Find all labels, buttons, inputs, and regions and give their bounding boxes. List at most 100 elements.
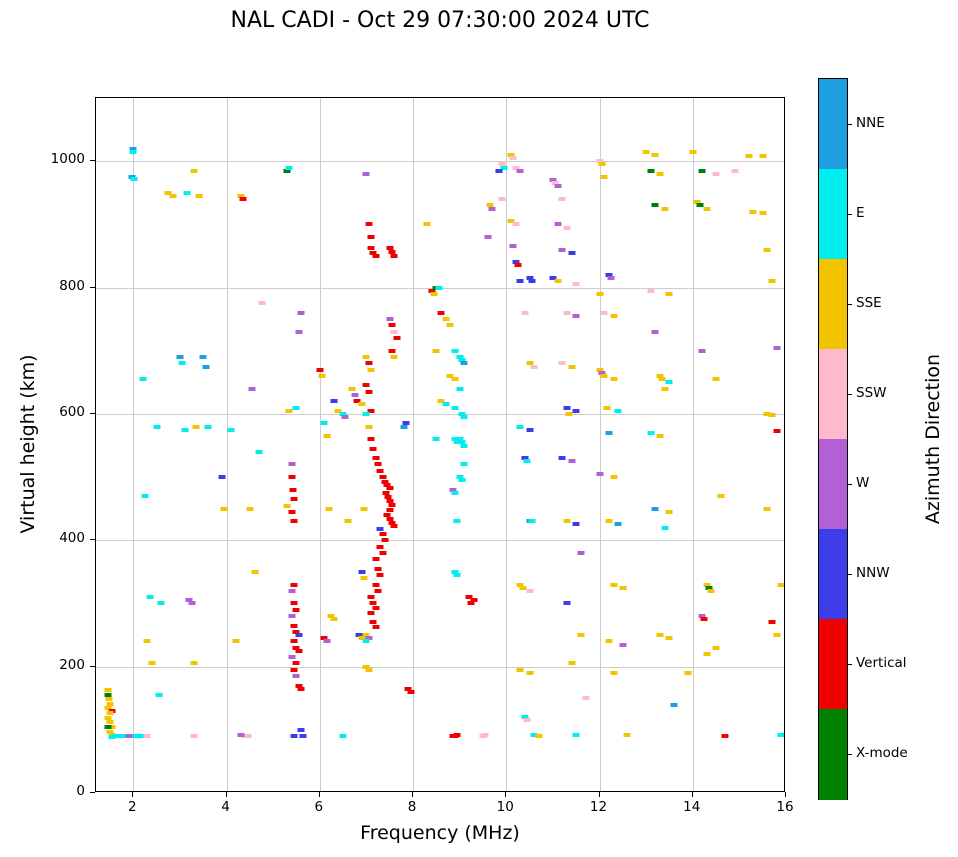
- scatter-point: [285, 165, 293, 170]
- scatter-point: [374, 462, 382, 467]
- scatter-point: [670, 702, 678, 707]
- scatter-point: [572, 313, 580, 318]
- scatter-point: [512, 165, 520, 170]
- scatter-point: [388, 323, 396, 328]
- scatter-point: [549, 178, 557, 183]
- scatter-point: [558, 197, 566, 202]
- scatter-point: [251, 569, 258, 574]
- scatter-point: [292, 405, 300, 410]
- y-tick-label: 800: [59, 277, 85, 294]
- scatter-point: [130, 176, 138, 181]
- scatter-point: [227, 427, 235, 432]
- x-tick-label: 16: [776, 799, 794, 815]
- scatter-point: [232, 639, 240, 644]
- scatter-point: [316, 367, 324, 372]
- scatter-point: [372, 456, 380, 461]
- scatter-point: [451, 377, 459, 382]
- scatter-point: [563, 519, 571, 524]
- scatter-point: [451, 490, 459, 495]
- scatter-point: [365, 222, 373, 227]
- scatter-point: [295, 329, 303, 334]
- scatter-point: [169, 193, 177, 198]
- scatter-point: [290, 734, 298, 739]
- y-tick-label: 0: [76, 783, 85, 799]
- scatter-point: [390, 523, 398, 528]
- scatter-point: [365, 389, 373, 394]
- scatter-point: [456, 475, 464, 480]
- scatter-point: [258, 301, 265, 306]
- scatter-point: [237, 732, 245, 737]
- scatter-point: [358, 636, 366, 641]
- scatter-point: [656, 171, 664, 176]
- scatter-point: [481, 732, 489, 737]
- scatter-point: [290, 582, 298, 587]
- scatter-point: [488, 206, 496, 211]
- scatter-point: [348, 386, 356, 391]
- scatter-point: [460, 443, 468, 448]
- scatter-point: [572, 408, 580, 413]
- scatter-point: [292, 607, 300, 612]
- scatter-point: [178, 361, 186, 366]
- scatter-point: [568, 250, 576, 255]
- colorbar: [818, 78, 848, 800]
- scatter-point: [297, 310, 305, 315]
- scatter-point: [528, 279, 536, 284]
- scatter-point: [745, 154, 753, 159]
- scatter-point: [388, 502, 396, 507]
- scatter-point: [360, 576, 368, 581]
- scatter-point: [320, 636, 328, 641]
- scatter-point: [703, 582, 711, 587]
- scatter-point: [365, 667, 373, 672]
- scatter-point: [773, 428, 781, 433]
- scatter-point: [146, 595, 154, 600]
- scatter-point: [390, 355, 398, 360]
- scatter-point: [565, 411, 573, 416]
- scatter-point: [155, 693, 163, 698]
- scatter-point: [246, 506, 254, 511]
- colorbar-tick: [848, 394, 852, 395]
- scatter-point: [372, 605, 380, 610]
- scatter-point: [381, 538, 389, 543]
- scatter-point: [190, 168, 198, 173]
- scatter-point: [563, 310, 571, 315]
- scatter-point: [651, 203, 659, 208]
- scatter-point: [451, 437, 459, 442]
- colorbar-category-label: NNW: [856, 565, 890, 581]
- scatter-point: [318, 374, 326, 378]
- scatter-point: [456, 437, 464, 442]
- scatter-point: [423, 222, 431, 227]
- colorbar-tick: [848, 304, 852, 305]
- scatter-point: [383, 513, 391, 517]
- scatter-point: [139, 377, 147, 382]
- scatter-point: [661, 525, 669, 530]
- scatter-point: [661, 386, 669, 391]
- scatter-point: [157, 601, 165, 606]
- scatter-point: [388, 520, 396, 525]
- scatter-point: [386, 246, 394, 251]
- scatter-point: [759, 210, 767, 215]
- scatter-point: [614, 408, 622, 413]
- y-axis-tick: [90, 665, 95, 667]
- scatter-point: [386, 516, 394, 521]
- y-axis-tick: [90, 792, 95, 793]
- colorbar-tick: [848, 664, 852, 665]
- scatter-point: [773, 633, 781, 638]
- x-axis-tick: [318, 792, 320, 797]
- scatter-point: [428, 288, 436, 293]
- scatter-point: [129, 146, 137, 151]
- scatter-point: [665, 509, 673, 514]
- scatter-point: [647, 168, 655, 173]
- scatter-point: [526, 427, 534, 432]
- scatter-point: [358, 402, 366, 407]
- scatter-point: [299, 734, 307, 739]
- scatter-point: [551, 181, 559, 186]
- scatter-point: [721, 734, 729, 739]
- scatter-point: [190, 734, 198, 739]
- scatter-point: [437, 310, 445, 315]
- scatter-point: [731, 168, 739, 173]
- scatter-point: [386, 499, 394, 504]
- scatter-point: [558, 247, 566, 252]
- colorbar-segment-nnw: [819, 529, 847, 620]
- scatter-point: [292, 674, 300, 679]
- scatter-point: [202, 364, 210, 369]
